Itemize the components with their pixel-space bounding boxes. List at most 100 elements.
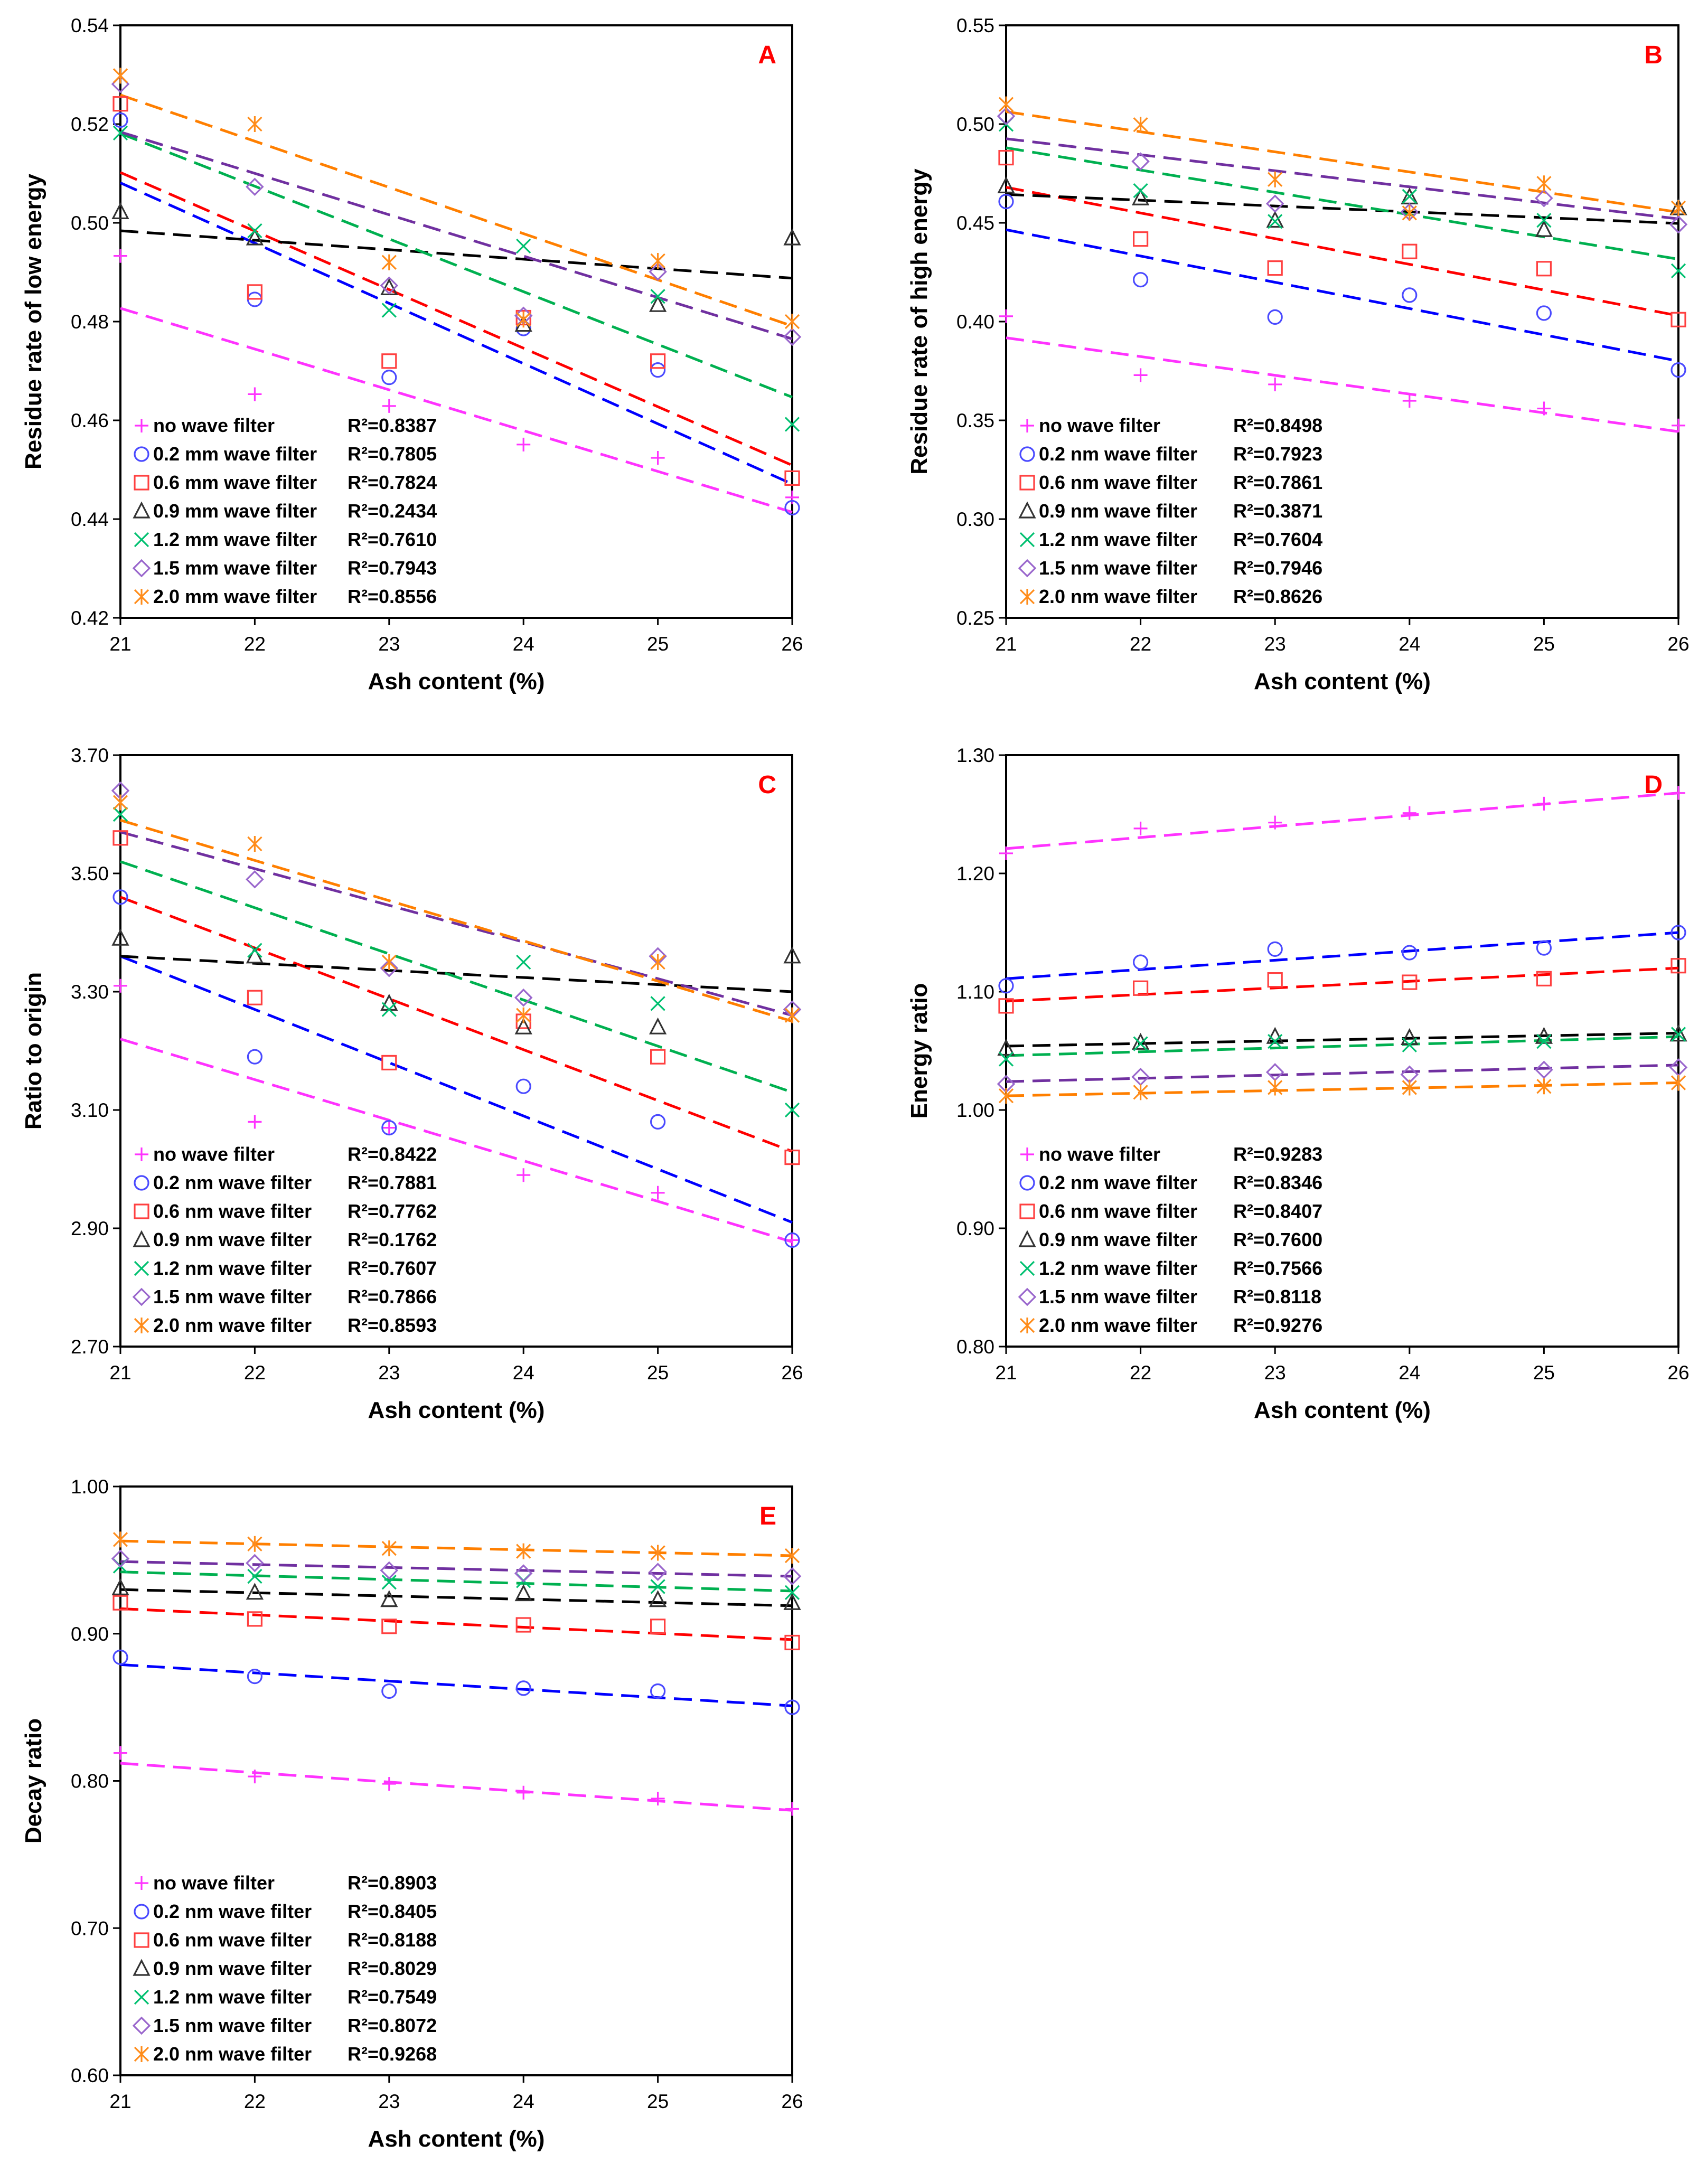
data-point bbox=[517, 437, 531, 451]
data-point bbox=[650, 1619, 666, 1634]
trend-line-7 bbox=[1006, 1081, 1679, 1097]
legend-label: 1.2 nm wave filter bbox=[1039, 1257, 1197, 1279]
data-point bbox=[1402, 287, 1418, 303]
data-point bbox=[784, 470, 800, 486]
legend-label: 2.0 nm wave filter bbox=[1039, 1314, 1197, 1336]
data-point bbox=[1671, 958, 1686, 974]
data-point bbox=[515, 1680, 531, 1696]
y-tick-label: 0.52 bbox=[71, 114, 109, 135]
legend-marker bbox=[135, 1876, 148, 1890]
legend-marker bbox=[134, 446, 149, 462]
data-point bbox=[1265, 194, 1284, 213]
data-point bbox=[1131, 1032, 1150, 1050]
series-1 bbox=[114, 249, 799, 504]
x-tick-label: 21 bbox=[109, 633, 131, 655]
x-tick-label: 22 bbox=[244, 1362, 266, 1384]
data-point bbox=[247, 836, 262, 852]
legend-label: 2.0 nm wave filter bbox=[153, 1314, 312, 1336]
legend-r2: R²=0.8346 bbox=[1233, 1172, 1322, 1193]
data-point bbox=[1672, 786, 1685, 800]
chart-panel-b: 0.25 0.30 0.35 0.40 0.45 0.50 0.55 21 22 23 24 25 26… bbox=[906, 15, 1690, 694]
legend: no wave filter R²=0.8903 0.2 nm wave filte… bbox=[132, 1872, 437, 2065]
data-point bbox=[1672, 418, 1685, 432]
x-tick-label: 24 bbox=[1399, 1362, 1420, 1384]
data-point bbox=[517, 1168, 531, 1182]
series-7 bbox=[112, 794, 800, 1023]
trend-line-5 bbox=[120, 1570, 793, 1593]
x-tick-label: 22 bbox=[1130, 1362, 1151, 1384]
series-7 bbox=[112, 1531, 800, 1564]
legend-label: 0.6 mm wave filter bbox=[153, 472, 317, 493]
x-axis-label: Ash content (%) bbox=[368, 669, 545, 694]
trend-line-1 bbox=[120, 307, 793, 514]
data-point bbox=[1266, 211, 1284, 228]
data-point bbox=[650, 362, 666, 378]
legend-marker bbox=[134, 1318, 149, 1333]
legend-marker bbox=[134, 2046, 149, 2062]
y-tick-label: 0.90 bbox=[71, 1623, 109, 1645]
y-tick-label: 3.10 bbox=[71, 1099, 109, 1121]
x-tick-label: 26 bbox=[1667, 633, 1689, 655]
data-point bbox=[784, 1548, 800, 1564]
legend-r2: R²=0.8387 bbox=[348, 415, 437, 436]
data-point bbox=[1671, 1027, 1686, 1042]
data-point bbox=[1536, 261, 1552, 277]
y-tick-label: 1.00 bbox=[71, 1476, 109, 1498]
data-point bbox=[516, 238, 531, 254]
data-point bbox=[381, 1540, 397, 1557]
series-6 bbox=[997, 1058, 1688, 1093]
data-point bbox=[650, 252, 665, 269]
legend-marker bbox=[133, 1959, 151, 1976]
series-4 bbox=[997, 176, 1687, 237]
y-tick-label: 3.70 bbox=[71, 745, 109, 766]
data-point bbox=[380, 958, 399, 977]
legend-marker bbox=[1019, 446, 1035, 462]
trend-line-4 bbox=[120, 229, 793, 280]
legend-label: 1.5 nm wave filter bbox=[1039, 1286, 1197, 1307]
y-tick-label: 1.20 bbox=[956, 863, 994, 885]
trend-line-7 bbox=[1006, 110, 1679, 214]
data-point bbox=[1402, 1037, 1417, 1052]
data-point bbox=[784, 1699, 800, 1715]
legend-r2: R²=0.7566 bbox=[1233, 1257, 1322, 1279]
data-point bbox=[381, 254, 397, 270]
panel-letter: E bbox=[759, 1502, 776, 1530]
y-tick-label: 0.60 bbox=[71, 2065, 109, 2086]
data-point bbox=[649, 1590, 667, 1607]
data-point bbox=[114, 1746, 127, 1760]
trend-line-4 bbox=[120, 1588, 793, 1607]
data-point bbox=[649, 295, 667, 312]
x-tick-label: 22 bbox=[1130, 633, 1151, 655]
data-point bbox=[381, 353, 397, 369]
legend-marker bbox=[133, 1230, 151, 1247]
legend-marker bbox=[133, 501, 151, 519]
data-point bbox=[998, 1088, 1014, 1104]
data-point bbox=[1133, 980, 1149, 996]
series-1 bbox=[999, 309, 1685, 432]
data-point bbox=[381, 1683, 397, 1699]
series-4 bbox=[111, 928, 801, 1034]
data-point bbox=[112, 68, 128, 84]
data-point bbox=[111, 1578, 129, 1595]
data-point bbox=[248, 387, 262, 401]
x-tick-label: 26 bbox=[781, 1362, 803, 1384]
data-point bbox=[651, 1186, 665, 1200]
trend-line-6 bbox=[1006, 137, 1679, 221]
trend-line-7 bbox=[120, 1539, 793, 1557]
series-3 bbox=[112, 830, 800, 1165]
legend-r2: R²=0.8029 bbox=[348, 1958, 437, 1979]
data-point bbox=[247, 1611, 262, 1627]
data-point bbox=[650, 1049, 666, 1065]
legend-label: 1.2 nm wave filter bbox=[153, 1986, 312, 2008]
legend-label: 0.9 nm wave filter bbox=[153, 1229, 312, 1250]
y-tick-label: 2.90 bbox=[71, 1218, 109, 1239]
series-3 bbox=[998, 958, 1686, 1014]
legend-label: 0.6 nm wave filter bbox=[1039, 1200, 1197, 1222]
y-tick-label: 0.35 bbox=[956, 410, 994, 431]
trend-line-3 bbox=[1006, 186, 1679, 317]
data-point bbox=[514, 1564, 533, 1583]
data-point bbox=[784, 1232, 800, 1248]
x-tick-label: 21 bbox=[995, 1362, 1017, 1384]
x-tick-label: 21 bbox=[995, 633, 1017, 655]
